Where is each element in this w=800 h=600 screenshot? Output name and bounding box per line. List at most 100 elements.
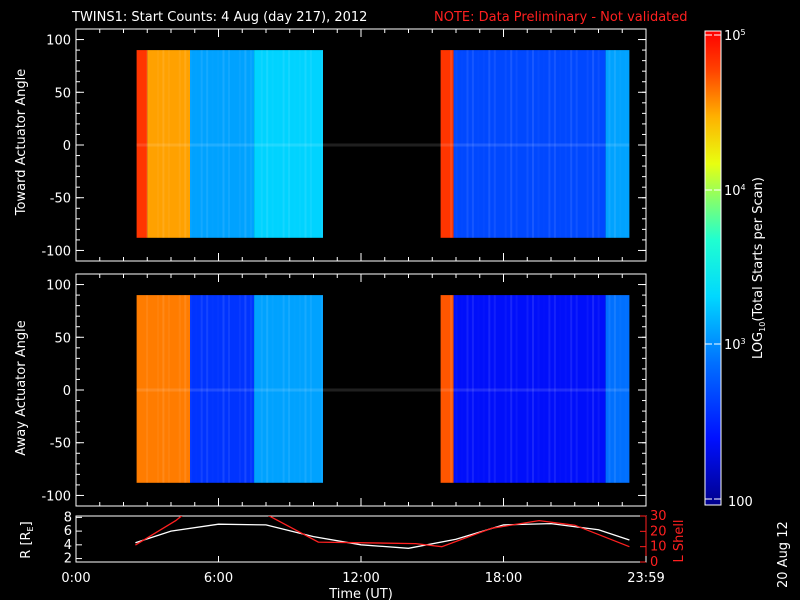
heatmap-streak	[282, 295, 285, 483]
heatmap-segment	[254, 50, 323, 238]
heatmap-streak	[510, 50, 513, 238]
heatmap-streak	[178, 50, 181, 238]
r-distance-line	[135, 522, 630, 549]
heatmap-streak	[184, 295, 187, 483]
x-tick-label: 23:59	[627, 571, 664, 586]
heatmap-streak	[249, 295, 252, 483]
heatmap-streak	[608, 295, 611, 483]
heatmap-segment	[136, 295, 190, 483]
heatmap-streak	[309, 295, 312, 483]
heatmap-streak	[466, 50, 469, 238]
heatmap-streak	[586, 50, 589, 238]
heatmap-streak	[471, 50, 474, 238]
heatmap-streak	[510, 295, 513, 483]
l-shell-line	[135, 516, 630, 548]
heatmap-segment	[147, 50, 191, 238]
heatmap-streak	[526, 295, 529, 483]
orbit-left-tick-label: 8	[64, 510, 72, 525]
colorbar-label: LOG10(Total Starts per Scan)	[751, 177, 767, 359]
heatmap-streak	[466, 295, 469, 483]
heatmap-streak	[450, 50, 453, 238]
heatmap-streak	[488, 295, 491, 483]
heatmap-streak	[304, 295, 307, 483]
top-panel-ylabel: Toward Actuator Angle	[14, 69, 29, 216]
heatmap-streak	[266, 50, 269, 238]
y-tick-label: 50	[54, 86, 71, 101]
heatmap-segment	[254, 295, 323, 483]
heatmap-streak	[570, 295, 573, 483]
heatmap-segment	[605, 50, 630, 238]
heatmap-streak	[282, 50, 285, 238]
heatmap-streak	[266, 295, 269, 483]
heatmap-streak	[575, 50, 578, 238]
heatmap-streak	[249, 50, 252, 238]
heatmap-streak	[515, 50, 518, 238]
heatmap-streak	[504, 50, 507, 238]
y-tick-label: -100	[41, 489, 71, 504]
heatmap-streak	[146, 50, 149, 238]
colorbar-tick-1e5: 105	[724, 28, 746, 44]
heatmap-streak	[553, 295, 556, 483]
y-tick-label: 0	[63, 139, 71, 154]
y-tick-label: -50	[50, 192, 71, 207]
heatmap-streak	[206, 295, 209, 483]
heatmap-segment	[453, 295, 606, 483]
orbit-left-tick-label: 2	[64, 552, 72, 567]
heatmap-segment	[190, 50, 255, 238]
heatmap-segment	[453, 50, 606, 238]
y-tick-label: 0	[63, 384, 71, 399]
heatmap-streak	[450, 295, 453, 483]
heatmap-streak	[471, 295, 474, 483]
orbit-left-tick-label: 4	[64, 538, 72, 553]
heatmap-streak	[320, 295, 323, 483]
heatmap-streak	[493, 295, 496, 483]
x-tick-label: 18:00	[485, 571, 522, 586]
heatmap-streak	[260, 295, 263, 483]
orbit-right-tick-label: 10	[650, 540, 667, 555]
heatmap-streak	[206, 50, 209, 238]
orbit-right-tick-label: 20	[650, 524, 667, 539]
heatmap-streak	[184, 50, 187, 238]
heatmap-streak	[613, 50, 616, 238]
heatmap-segment	[440, 50, 454, 238]
bottom-heatmap-data	[136, 295, 630, 483]
heatmap-streak	[592, 50, 595, 238]
heatmap-streak	[244, 50, 247, 238]
heatmap-streak	[238, 50, 241, 238]
top-heatmap-data	[136, 50, 630, 238]
heatmap-streak	[167, 295, 170, 483]
colorbar-ticks	[705, 34, 721, 500]
heatmap-streak	[532, 295, 534, 483]
orbit-left-tick-label: 6	[64, 524, 72, 539]
bottom-panel-axes: -100 -50 0 50 100	[41, 273, 647, 507]
y-tick-label: 100	[46, 34, 71, 49]
heatmap-streak	[575, 295, 578, 483]
x-tick-label: 12:00	[342, 571, 379, 586]
orbit-right-tick-label: 30	[650, 509, 667, 524]
heatmap-streak	[238, 295, 241, 483]
heatmap-streak	[553, 50, 556, 238]
heatmap-streak	[608, 50, 611, 238]
y-tick-label: 100	[46, 279, 71, 294]
bottom-panel-ylabel: Away Actuator Angle	[14, 320, 29, 455]
heatmap-streak	[548, 295, 551, 483]
x-axis-label: Time (UT)	[328, 587, 393, 600]
chart-title: TWINS1: Start Counts: 4 Aug (day 217), 2…	[71, 10, 367, 25]
y-tick-label: 50	[54, 331, 71, 346]
heatmap-streak	[200, 50, 203, 238]
colorbar	[704, 30, 722, 506]
heatmap-streak	[304, 50, 307, 238]
x-tick-label: 0:00	[61, 571, 90, 586]
heatmap-streak	[244, 295, 247, 483]
orbit-left-ylabel: R [RE]	[19, 521, 35, 558]
y-tick-label: -50	[50, 437, 71, 452]
heatmap-streak	[597, 295, 600, 483]
heatmap-streak	[309, 50, 312, 238]
heatmap-streak	[526, 50, 529, 238]
x-tick-label: 6:00	[204, 571, 233, 586]
heatmap-streak	[222, 50, 225, 238]
heatmap-segment	[136, 50, 148, 238]
orbit-right-ylabel: L Shell	[672, 519, 687, 562]
